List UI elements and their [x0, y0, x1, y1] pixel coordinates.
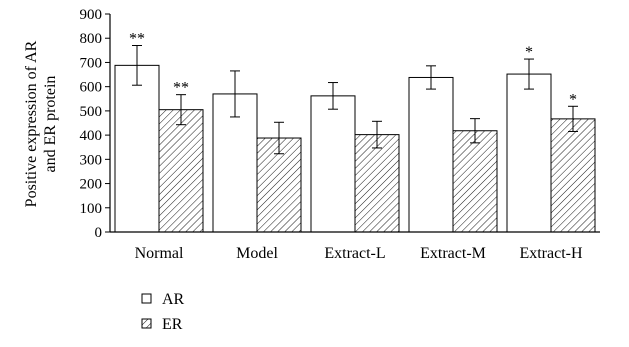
- legend-label-ar: AR: [162, 291, 185, 308]
- y-tick-label: 800: [80, 31, 103, 47]
- legend-swatch-er: [141, 318, 152, 329]
- bar-ar: [408, 76, 454, 233]
- x-category-label: Extract-H: [519, 245, 583, 262]
- bar-ar: [506, 73, 552, 233]
- significance-mark: *: [525, 44, 533, 61]
- legend-label-er: ER: [162, 316, 183, 333]
- y-tick-label: 300: [80, 152, 103, 168]
- bar-er: [158, 109, 204, 233]
- y-tick-label: 600: [80, 80, 103, 96]
- bar-er: [354, 134, 400, 233]
- legend: AR ER: [141, 291, 185, 333]
- bar-er: [550, 118, 596, 233]
- y-axis-title: Positive expression of AR and ER protein: [23, 40, 59, 207]
- y-tick-label: 200: [80, 177, 103, 193]
- x-category-label: Normal: [135, 245, 184, 262]
- bar-ar: [310, 95, 356, 233]
- y-tick-label: 400: [80, 128, 103, 144]
- y-tick-label: 100: [80, 201, 103, 217]
- x-category-label: Extract-L: [324, 245, 385, 262]
- y-axis-title-line-2: and ER protein: [42, 76, 59, 173]
- significance-mark: **: [173, 80, 189, 97]
- bars: ******: [114, 30, 596, 233]
- y-axis-ticks: 0 100 200 300 400 500 600 700 800 900: [80, 7, 110, 241]
- axes: [109, 14, 600, 233]
- y-tick-label: 900: [80, 7, 103, 23]
- x-axis-categories: Normal Model Extract-L Extract-M Extract-H: [135, 245, 583, 262]
- bar-ar: [114, 64, 160, 233]
- x-category-label: Model: [236, 245, 278, 262]
- y-tick-label: 0: [95, 225, 103, 241]
- y-axis-title-line-1: Positive expression of AR: [23, 40, 40, 207]
- significance-mark: *: [569, 91, 577, 108]
- legend-swatch-ar: [141, 293, 152, 304]
- y-tick-label: 500: [80, 104, 103, 120]
- y-tick-label: 700: [80, 55, 103, 71]
- x-category-label: Extract-M: [420, 245, 486, 262]
- significance-mark: **: [129, 30, 145, 47]
- bar-er: [452, 130, 498, 233]
